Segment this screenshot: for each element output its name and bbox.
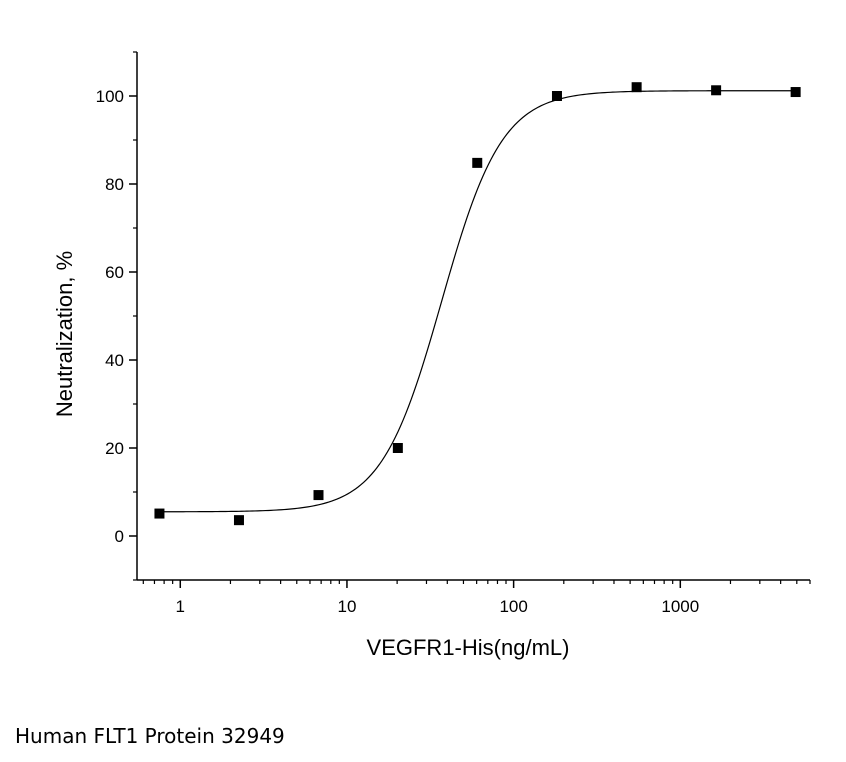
data-point [711, 85, 722, 96]
x-tick-label: 1 [176, 597, 185, 616]
data-point [790, 87, 801, 98]
fit-curve [159, 90, 796, 513]
x-tick-label: 100 [499, 597, 527, 616]
y-tick-label: 100 [96, 87, 124, 106]
x-tick-label: 10 [337, 597, 356, 616]
y-axis-title: Neutralization, % [52, 251, 77, 417]
y-tick-label: 40 [105, 351, 124, 370]
x-tick-label: 1000 [661, 597, 699, 616]
data-point [154, 508, 165, 519]
y-tick-label: 60 [105, 263, 124, 282]
data-point [631, 82, 642, 93]
y-tick-label: 0 [115, 527, 124, 546]
neutralization-chart: 0 20 40 60 80 100 1 10 100 1000 VEGFR1-His(ng/mL)… [52, 51, 811, 660]
data-points [154, 82, 801, 526]
axis-ticks: 0 20 40 60 80 100 1 10 100 1000 [96, 51, 811, 616]
figure-caption: Human FLT1 Protein 32949 [15, 724, 285, 748]
data-point [313, 490, 324, 501]
y-tick-label: 80 [105, 175, 124, 194]
data-point [551, 91, 562, 101]
data-point [233, 515, 244, 526]
x-axis-title: VEGFR1-His(ng/mL) [367, 635, 570, 660]
y-tick-label: 20 [105, 439, 124, 458]
axes [136, 52, 810, 581]
data-point [472, 157, 483, 168]
data-point [392, 443, 403, 453]
